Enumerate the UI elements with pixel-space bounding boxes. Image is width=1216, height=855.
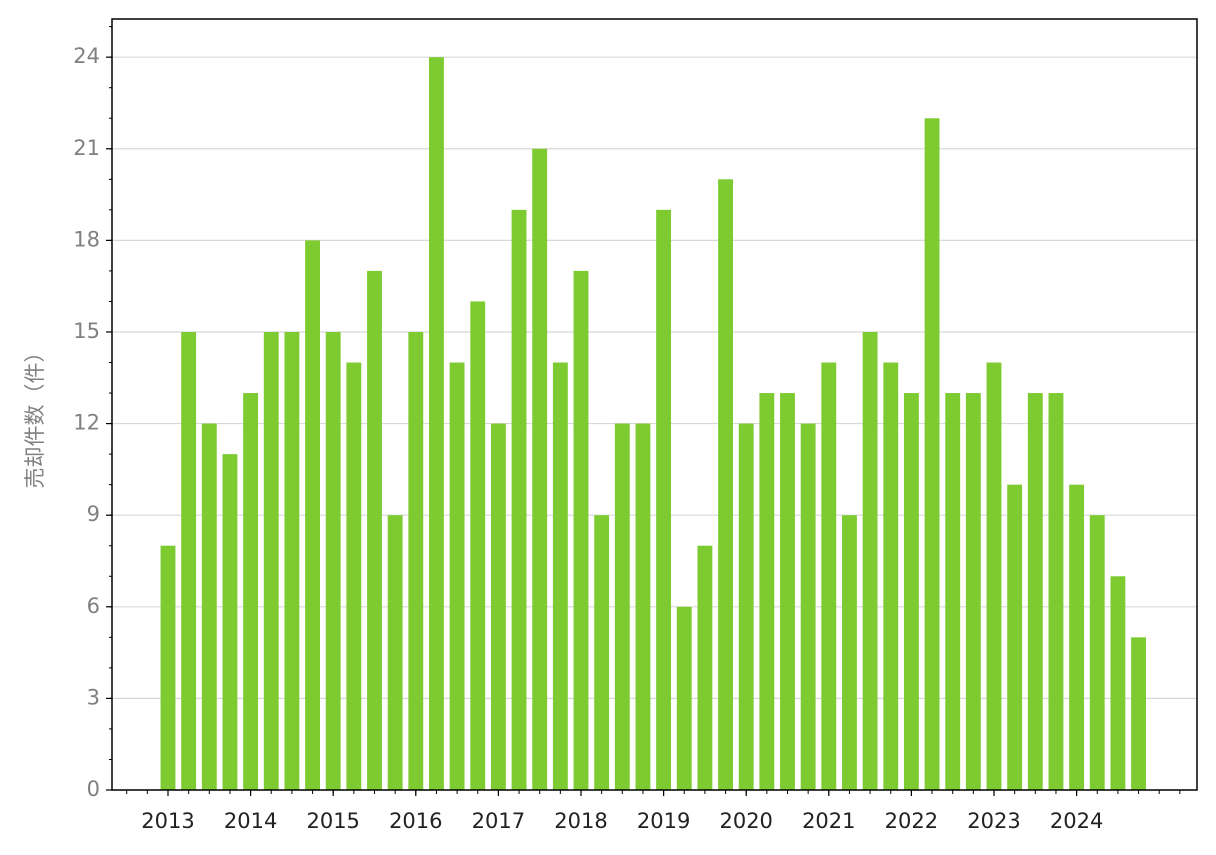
bar — [387, 515, 403, 790]
y-tick-label: 0 — [87, 777, 100, 801]
y-tick-label: 12 — [73, 411, 100, 435]
y-tick-label: 24 — [73, 44, 100, 68]
bar — [614, 423, 630, 790]
x-tick-label: 2024 — [1050, 809, 1103, 833]
bar — [573, 270, 589, 790]
bar — [325, 331, 341, 790]
x-tick-label: 2023 — [967, 809, 1020, 833]
x-tick-label: 2015 — [306, 809, 359, 833]
bar — [1027, 393, 1043, 790]
y-tick-label: 3 — [87, 685, 100, 709]
bar — [1007, 484, 1023, 790]
bar — [842, 515, 857, 790]
bar — [800, 423, 816, 790]
bar — [1069, 484, 1085, 790]
y-tick-label: 9 — [87, 502, 100, 526]
bar — [346, 362, 362, 790]
bar — [552, 362, 568, 790]
bar — [656, 209, 672, 791]
x-tick-label: 2017 — [472, 809, 525, 833]
bar — [883, 362, 899, 790]
bar — [945, 393, 961, 790]
bar — [780, 393, 795, 790]
y-tick-label: 21 — [73, 136, 100, 160]
bar — [470, 301, 486, 790]
bar — [903, 393, 919, 790]
bar — [201, 423, 217, 790]
bar — [511, 209, 527, 791]
x-tick-label: 2013 — [141, 809, 194, 833]
bar — [429, 57, 444, 790]
x-tick-label: 2020 — [719, 809, 772, 833]
bar — [594, 515, 610, 790]
bar — [821, 362, 837, 790]
bar — [305, 240, 320, 791]
bar — [1048, 393, 1064, 790]
x-tick-label: 2014 — [224, 809, 277, 833]
bar — [490, 423, 506, 790]
bar — [697, 545, 713, 790]
bar — [1089, 515, 1105, 790]
bar — [759, 393, 775, 790]
bar — [222, 454, 238, 790]
plot-frame — [111, 18, 1198, 791]
bar — [1131, 637, 1146, 790]
bar — [408, 331, 424, 790]
bar — [449, 362, 465, 790]
bar — [738, 423, 754, 790]
bar — [284, 331, 300, 790]
x-tick-label: 2022 — [885, 809, 938, 833]
y-tick-label: 18 — [73, 227, 100, 251]
y-axis-label: 売却件数（件） — [23, 342, 47, 489]
bar — [160, 545, 176, 790]
bar — [862, 331, 878, 790]
x-tick-label: 2016 — [389, 809, 442, 833]
bar — [986, 362, 1002, 790]
y-tick-label: 6 — [87, 594, 100, 618]
x-tick-label: 2019 — [637, 809, 690, 833]
x-tick-label: 2018 — [554, 809, 607, 833]
bar — [181, 331, 197, 790]
bar — [367, 270, 382, 790]
bar — [263, 331, 279, 790]
x-tick-label: 2021 — [802, 809, 855, 833]
bar — [924, 118, 940, 791]
bar — [965, 393, 981, 790]
bar — [635, 423, 651, 790]
bar — [532, 148, 548, 790]
bar — [676, 606, 692, 790]
y-tick-label: 15 — [73, 319, 100, 343]
bar — [718, 179, 733, 790]
bar — [243, 393, 259, 790]
bar — [1110, 576, 1126, 790]
